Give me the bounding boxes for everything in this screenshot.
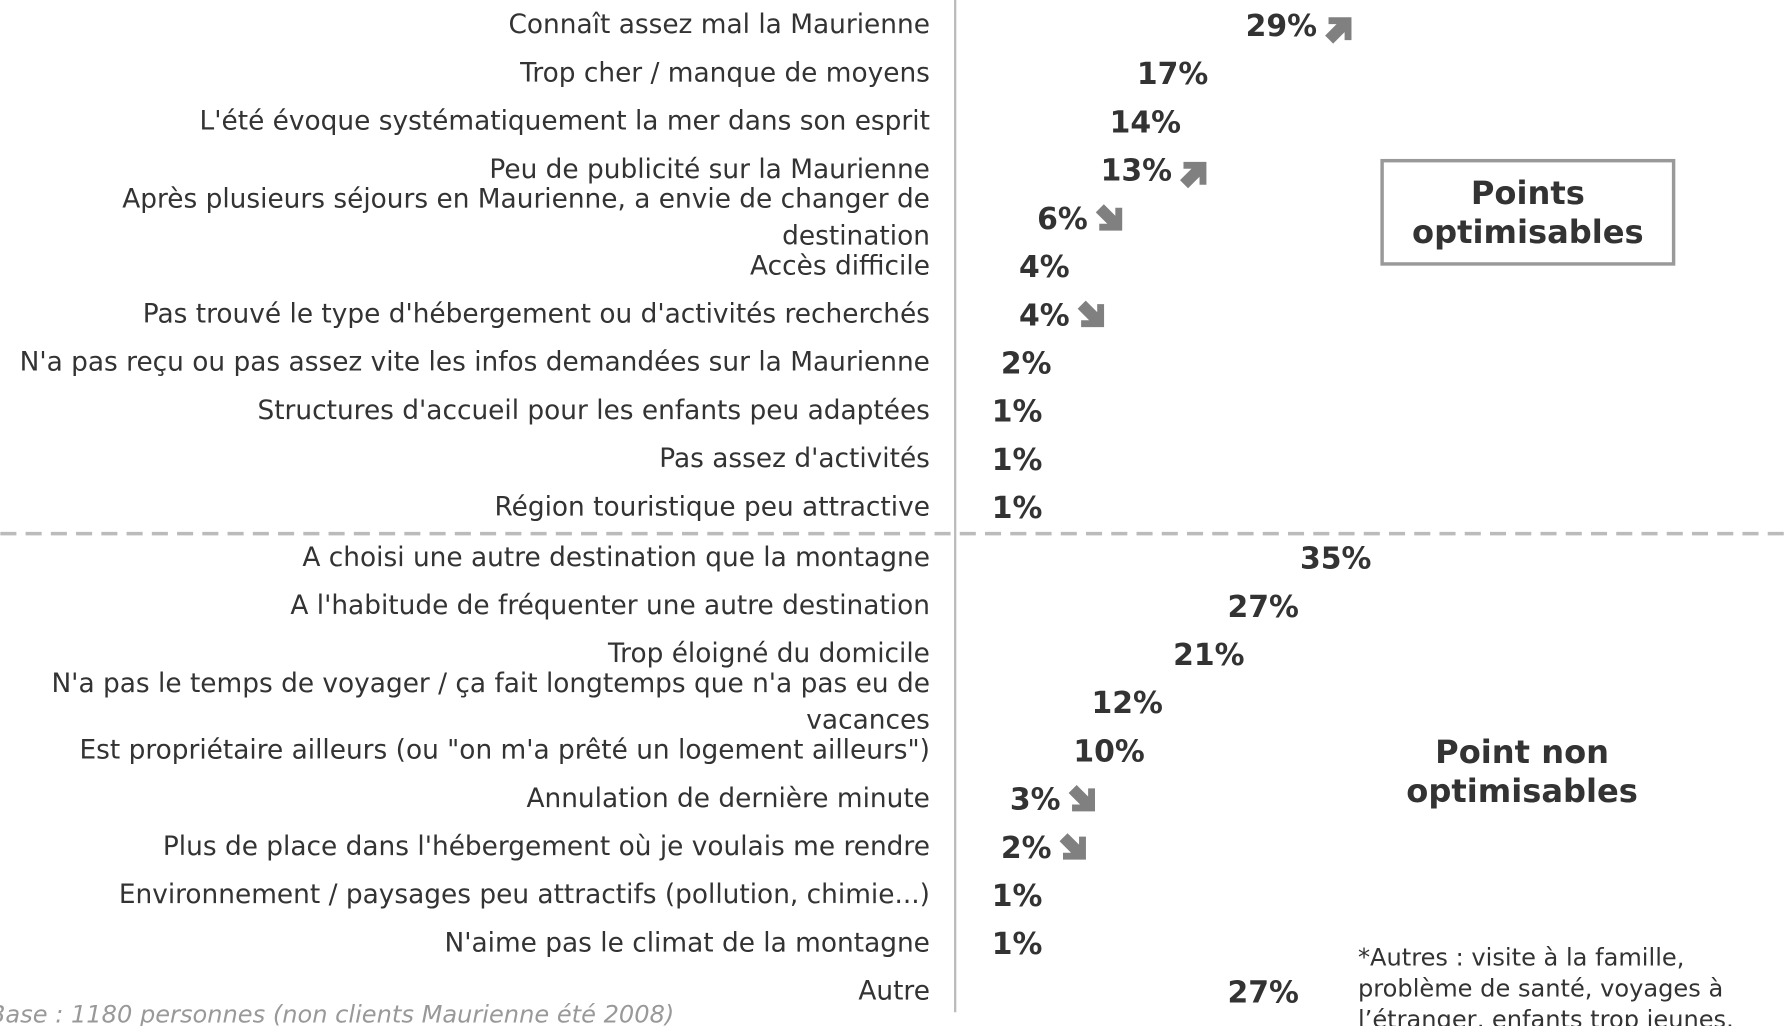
bar [975, 688, 1085, 717]
annotation: Points optimisables [1412, 174, 1644, 251]
trend-arrow [1180, 161, 1207, 189]
value-label: 12% [1092, 686, 1163, 721]
bar [975, 107, 1103, 136]
bar [975, 929, 985, 958]
category-label: Annulation de dernière minute [526, 783, 929, 813]
bar [975, 156, 1094, 184]
category-label: L'été évoque systématiquement la mer dan… [200, 106, 930, 136]
bar [975, 640, 1167, 668]
category-label: Connaît assez mal la Maurienne [508, 10, 929, 40]
category-label: Après plusieurs séjours en Maurienne, a … [122, 184, 930, 251]
bar [975, 59, 1130, 88]
bar [975, 784, 1004, 813]
value-label: 35% [1300, 542, 1371, 577]
bar [975, 252, 1013, 281]
value-label: 2% [1001, 831, 1052, 866]
category-label: A choisi une autre destination que la mo… [302, 542, 930, 572]
bar [975, 543, 1294, 572]
value-label: 29% [1246, 9, 1317, 44]
bar [975, 300, 1013, 329]
value-label: 17% [1137, 57, 1208, 92]
trend-arrow [1068, 784, 1096, 812]
category-label: Est propriétaire ailleurs (ou "on m'a pr… [79, 735, 929, 765]
bar [975, 493, 985, 522]
value-label: 13% [1101, 154, 1172, 189]
bar [975, 592, 1221, 620]
value-label: 4% [1019, 250, 1070, 285]
value-label: 6% [1037, 202, 1088, 237]
trend-arrow-shape [1077, 300, 1105, 328]
value-label: 1% [992, 927, 1043, 962]
footnote: *Autres : visite à la famille, problème d… [1358, 943, 1734, 1026]
value-label: 1% [992, 395, 1043, 430]
trend-arrow-shape [1095, 204, 1123, 231]
value-label: 27% [1228, 590, 1299, 625]
category-label: Pas trouvé le type d'hébergement ou d'ac… [143, 299, 930, 329]
trend-arrow-shape [1325, 17, 1352, 44]
category-label: Trop cher / manque de moyens [519, 58, 930, 88]
bar [975, 348, 994, 377]
bar [975, 977, 1221, 1006]
bar [975, 204, 1031, 232]
category-label: N'a pas reçu ou pas assez vite les infos… [20, 347, 930, 377]
trend-arrow [1077, 300, 1105, 328]
category-label: Pas assez d'activités [659, 444, 930, 474]
value-label: 1% [992, 491, 1043, 526]
category-label: A l'habitude de fréquenter une autre des… [290, 590, 930, 620]
value-label: 10% [1073, 734, 1144, 769]
trend-arrow-shape [1059, 833, 1086, 860]
value-label: 4% [1019, 298, 1070, 333]
value-label: 1% [992, 879, 1043, 914]
category-label: N'aime pas le climat de la montagne [444, 928, 929, 958]
category-label: Accès difficile [750, 251, 930, 281]
annotation: Point non optimisables [1406, 733, 1638, 810]
bar [975, 397, 985, 425]
bar [975, 833, 994, 861]
value-label: 2% [1001, 346, 1052, 381]
base-note: Base : 1180 personnes (non clients Mauri… [0, 1001, 674, 1026]
category-label: N'a pas le temps de voyager / ça fait lo… [51, 668, 929, 735]
bar [975, 11, 1239, 40]
annotation-box [1380, 158, 1676, 266]
trend-arrow [1325, 17, 1352, 44]
trend-arrow-shape [1068, 784, 1096, 812]
category-label: Plus de place dans l'hébergement où je v… [163, 831, 930, 861]
category-label: Environnement / paysages peu attractifs … [119, 880, 930, 910]
value-label: 21% [1173, 638, 1244, 673]
trend-arrow [1059, 833, 1086, 860]
category-label: Peu de publicité sur la Maurienne [489, 154, 930, 184]
value-label: 27% [1228, 975, 1299, 1010]
category-label: Structures d'accueil pour les enfants pe… [257, 395, 929, 425]
value-label: 14% [1110, 105, 1181, 140]
category-label: Trop éloigné du domicile [607, 639, 930, 669]
value-label: 1% [992, 443, 1043, 478]
bar [975, 445, 985, 473]
value-label: 3% [1010, 783, 1061, 818]
trend-arrow-shape [1180, 161, 1207, 189]
bar [975, 881, 985, 909]
trend-arrow [1095, 204, 1123, 231]
category-label: Région touristique peu attractive [494, 492, 929, 522]
category-label: Autre [858, 976, 930, 1006]
bar [975, 736, 1067, 765]
